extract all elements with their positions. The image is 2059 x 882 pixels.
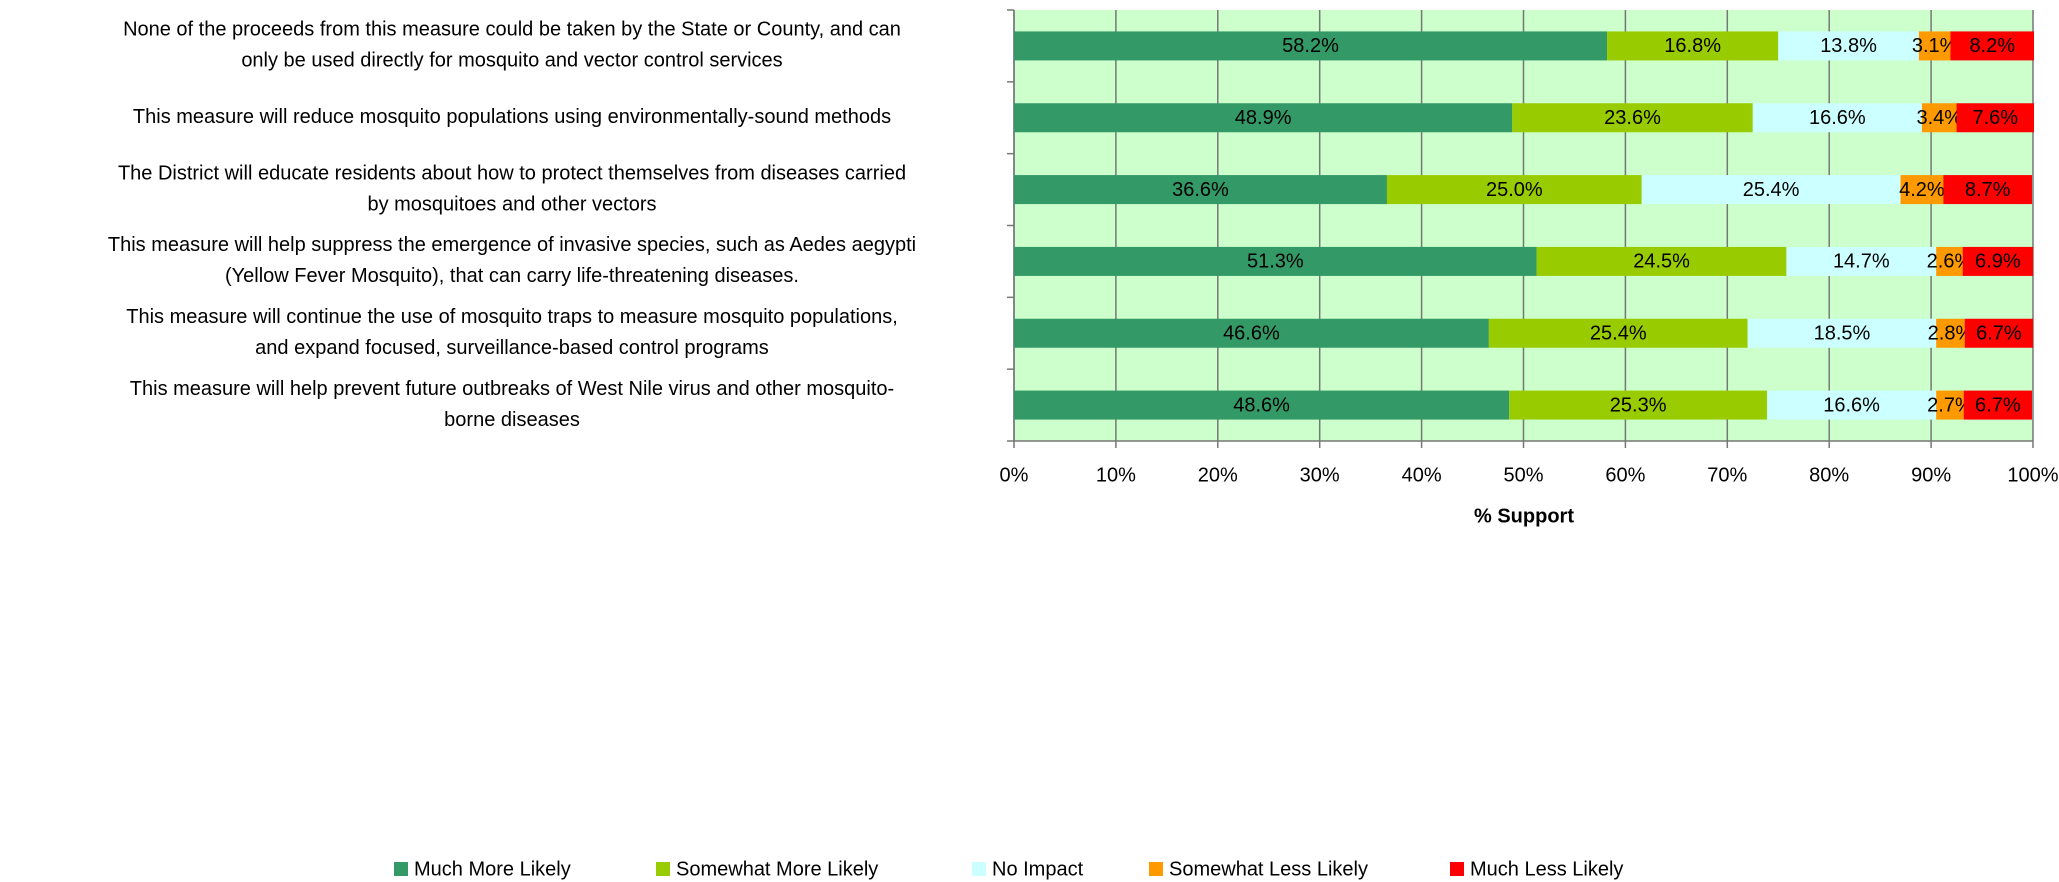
bar-segment [1936, 390, 1964, 420]
category-label: This measure will continue the use of mo… [126, 306, 898, 328]
bar-segment [1536, 246, 1787, 276]
bar-segment [1962, 246, 2033, 276]
value-label: 16.6% [1823, 394, 1880, 416]
bar-segment [1936, 246, 1963, 276]
bar-segment [1778, 31, 1919, 61]
category-label: by mosquitoes and other vectors [367, 193, 656, 215]
value-label: 8.7% [1965, 179, 2011, 201]
x-tick-label: 10% [1096, 464, 1136, 486]
bar-segment [1752, 103, 1922, 133]
value-label: 6.7% [1976, 323, 2022, 345]
legend-label: Much Less Likely [1470, 858, 1623, 880]
bar-segment [1509, 390, 1768, 420]
value-label: 25.3% [1610, 394, 1667, 416]
value-label: 13.8% [1820, 35, 1877, 57]
bar-segment [1386, 175, 1642, 205]
x-tick-label: 80% [1809, 464, 1849, 486]
bar-segment [1747, 318, 1937, 348]
value-label: 2.8% [1928, 323, 1974, 345]
bar-segment [1921, 103, 1957, 133]
value-label: 24.5% [1633, 251, 1690, 273]
value-label: 16.6% [1809, 107, 1866, 129]
bar-segment [1014, 175, 1387, 205]
legend-swatch [1450, 862, 1464, 876]
value-label: 2.7% [1927, 394, 1973, 416]
legend-swatch [1149, 862, 1163, 876]
bar-segment [1767, 390, 1937, 420]
category-label: This measure will help prevent future ou… [130, 378, 894, 400]
value-label: 51.3% [1247, 251, 1304, 273]
value-label: 36.6% [1172, 179, 1229, 201]
legend-label: Somewhat More Likely [676, 858, 878, 880]
value-label: 25.4% [1743, 179, 1800, 201]
bar-segment [1964, 318, 2033, 348]
bar-segment [1918, 31, 1951, 61]
value-label: 25.0% [1486, 179, 1543, 201]
value-label: 7.6% [1973, 107, 2019, 129]
x-tick-label: 100% [2007, 464, 2058, 486]
x-tick-label: 40% [1402, 464, 1442, 486]
value-label: 23.6% [1604, 107, 1661, 129]
value-label: 18.5% [1814, 323, 1871, 345]
bar-segment [1641, 175, 1901, 205]
bar-segment [1014, 246, 1537, 276]
value-label: 58.2% [1282, 35, 1339, 57]
bar-segment [1607, 31, 1779, 61]
value-label: 4.2% [1899, 179, 1945, 201]
x-tick-label: 0% [1000, 464, 1029, 486]
legend-swatch [394, 862, 408, 876]
x-axis-label: % Support [1474, 505, 1574, 527]
value-label: 48.6% [1233, 394, 1290, 416]
bar-segment [1512, 103, 1753, 133]
value-label: 16.8% [1664, 35, 1721, 57]
value-label: 14.7% [1833, 251, 1890, 273]
category-label: This measure will reduce mosquito popula… [133, 106, 891, 128]
value-label: 3.4% [1916, 107, 1962, 129]
x-tick-label: 60% [1605, 464, 1645, 486]
value-label: 2.6% [1927, 251, 1973, 273]
category-label: borne diseases [444, 409, 580, 431]
legend-label: Much More Likely [414, 858, 571, 880]
bar-segment [1956, 103, 2035, 133]
x-tick-label: 50% [1503, 464, 1543, 486]
bar-segment [1943, 175, 2032, 205]
category-label: None of the proceeds from this measure c… [123, 19, 901, 41]
value-label: 46.6% [1223, 323, 1280, 345]
legend-label: Somewhat Less Likely [1169, 858, 1368, 880]
x-tick-label: 70% [1707, 464, 1747, 486]
x-tick-label: 90% [1911, 464, 1951, 486]
x-tick-label: 30% [1300, 464, 1340, 486]
bar-segment [1936, 318, 1965, 348]
category-label: (Yellow Fever Mosquito), that can carry … [225, 265, 799, 287]
bar-segment [1900, 175, 1944, 205]
legend-swatch [972, 862, 986, 876]
category-label: and expand focused, surveillance-based c… [255, 337, 769, 359]
category-label: only be used directly for mosquito and v… [241, 50, 782, 72]
bar-segment [1014, 31, 1608, 61]
bar-segment [1963, 390, 2032, 420]
bar-segment [1950, 31, 2035, 61]
legend-swatch [656, 862, 670, 876]
bar-segment [1786, 246, 1937, 276]
legend-label: No Impact [992, 858, 1084, 880]
bar-segment [1488, 318, 1748, 348]
value-label: 8.2% [1969, 35, 2015, 57]
value-label: 6.7% [1975, 394, 2021, 416]
value-label: 6.9% [1975, 251, 2021, 273]
bar-segment [1014, 103, 1513, 133]
value-label: 3.1% [1912, 35, 1958, 57]
bar-segment [1014, 318, 1489, 348]
bar-segment [1014, 390, 1510, 420]
category-label: The District will educate residents abou… [118, 162, 906, 184]
x-tick-label: 20% [1198, 464, 1238, 486]
category-label: This measure will help suppress the emer… [108, 234, 916, 256]
value-label: 48.9% [1235, 107, 1292, 129]
value-label: 25.4% [1590, 323, 1647, 345]
